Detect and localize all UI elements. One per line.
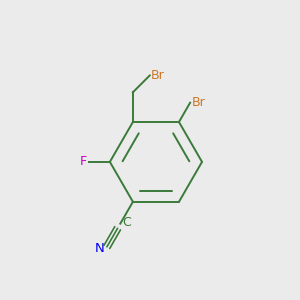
Text: Br: Br — [151, 69, 165, 82]
Text: N: N — [95, 242, 105, 255]
Text: F: F — [80, 155, 87, 168]
Text: Br: Br — [192, 96, 206, 109]
Text: C: C — [122, 216, 130, 229]
